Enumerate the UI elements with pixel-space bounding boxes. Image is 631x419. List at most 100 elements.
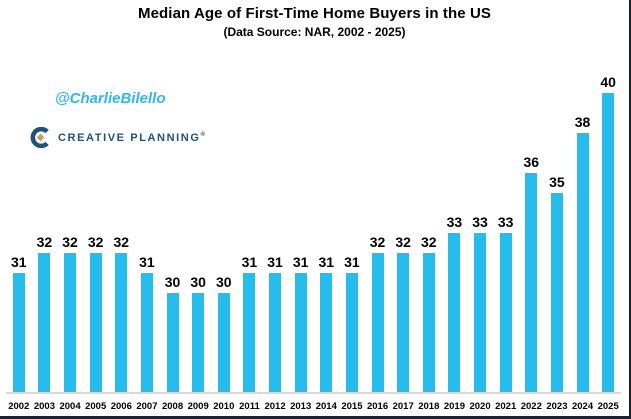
registered-trademark-symbol: ® xyxy=(200,131,207,138)
bar-value-label: 35 xyxy=(549,174,565,190)
bar-column: 31 xyxy=(288,255,314,393)
bar-column: 32 xyxy=(365,235,391,393)
bar-column: 31 xyxy=(6,255,32,393)
bar-columns: 31 32 32 32 32 31 30 30 30 31 31 31 31 31 32 32 32 33 33 33… xyxy=(6,50,621,393)
chart-title: Median Age of First-Time Home Buyers in … xyxy=(138,5,491,22)
bar-value-label: 33 xyxy=(497,214,514,230)
x-tick-label: 2009 xyxy=(187,400,209,412)
bar xyxy=(243,273,256,393)
bar-value-label: 30 xyxy=(216,274,232,290)
bar-column: 31 xyxy=(339,255,365,393)
bar xyxy=(192,293,205,393)
bar-value-label: 32 xyxy=(62,234,78,250)
bar xyxy=(602,93,615,393)
x-tick-label: 2020 xyxy=(469,400,491,412)
bar-value-label: 31 xyxy=(318,254,335,270)
bar-column: 32 xyxy=(109,235,135,393)
bar-column: 36 xyxy=(519,155,545,393)
brand-logo: CREATIVE PLANNING® xyxy=(30,127,207,148)
x-tick-label: 2022 xyxy=(520,400,542,412)
bar-column: 31 xyxy=(237,255,263,393)
x-tick-label: 2023 xyxy=(546,400,568,412)
bar xyxy=(474,233,487,393)
bar-value-label: 38 xyxy=(574,114,591,130)
bar xyxy=(166,293,179,393)
bar-column: 32 xyxy=(83,235,109,393)
x-tick-label: 2019 xyxy=(443,400,465,412)
bar xyxy=(345,273,358,393)
x-tick-label: 2004 xyxy=(59,400,81,412)
bar xyxy=(448,233,461,393)
bar-column: 33 xyxy=(493,215,519,393)
bar xyxy=(371,253,384,393)
brand-name: CREATIVE PLANNING® xyxy=(58,131,207,144)
bar-column: 30 xyxy=(185,275,211,393)
bar xyxy=(422,253,435,393)
bar-chart: 31 32 32 32 32 31 30 30 30 31 31 31 31 31 32 32 32 33 33 33… xyxy=(6,50,621,416)
bar xyxy=(115,253,128,393)
bar xyxy=(550,193,563,393)
bar xyxy=(294,273,307,393)
bar-column: 40 xyxy=(595,75,621,393)
watermark-handle: @CharlieBilello xyxy=(55,90,166,107)
x-tick-label: 2013 xyxy=(290,400,312,412)
bar xyxy=(38,253,51,393)
creative-planning-c-logo-icon xyxy=(30,127,51,148)
bar-value-label: 30 xyxy=(164,274,181,290)
bar xyxy=(576,133,589,393)
x-tick-label: 2021 xyxy=(495,400,517,412)
bar xyxy=(269,273,282,393)
bar-column: 38 xyxy=(570,115,596,393)
x-tick-label: 2010 xyxy=(213,400,235,412)
bar-column: 31 xyxy=(314,255,340,393)
bar-column: 32 xyxy=(32,235,58,393)
x-tick-label: 2015 xyxy=(341,400,363,412)
bar xyxy=(217,293,230,393)
bar-value-label: 31 xyxy=(267,254,283,270)
bar xyxy=(397,253,410,393)
x-tick-label: 2012 xyxy=(264,400,286,412)
bar-value-label: 32 xyxy=(369,234,386,250)
bar-column: 32 xyxy=(416,235,442,393)
x-tick-label: 2014 xyxy=(315,400,337,412)
x-tick-label: 2018 xyxy=(418,400,440,412)
bar-column: 32 xyxy=(390,235,416,393)
x-tick-label: 2016 xyxy=(366,400,389,412)
bar-column: 32 xyxy=(57,235,83,393)
x-tick-label: 2011 xyxy=(239,400,260,412)
bar-column: 30 xyxy=(160,275,186,393)
bar-column: 31 xyxy=(134,255,160,393)
bar-value-label: 33 xyxy=(446,214,463,230)
bar-value-label: 30 xyxy=(190,274,206,290)
bar xyxy=(89,253,102,393)
bar-value-label: 33 xyxy=(472,214,488,230)
bar-column: 33 xyxy=(467,215,493,393)
bar-value-label: 32 xyxy=(113,234,130,250)
chart-header: Median Age of First-Time Home Buyers in … xyxy=(0,0,629,39)
bar-value-label: 31 xyxy=(139,254,155,270)
bar-column: 33 xyxy=(442,215,468,393)
x-tick-label: 2008 xyxy=(161,400,184,412)
x-tick-label: 2025 xyxy=(597,400,619,412)
x-axis-line xyxy=(6,392,621,394)
bar xyxy=(12,273,25,393)
x-tick-label: 2002 xyxy=(8,400,30,412)
bar-value-label: 31 xyxy=(292,254,309,270)
bar xyxy=(320,273,333,393)
bar-column: 30 xyxy=(211,275,237,393)
x-tick-label: 2003 xyxy=(33,400,55,412)
bar-value-label: 32 xyxy=(87,234,104,250)
bar-column: 35 xyxy=(544,175,570,393)
bar-value-label: 32 xyxy=(395,234,411,250)
x-tick-label: 2017 xyxy=(392,400,414,412)
x-axis-labels: 2002 2003 2004 2005 2006 2007 2008 2009 2010 2011… xyxy=(6,400,621,412)
bar-value-label: 40 xyxy=(600,74,616,90)
bar-column: 31 xyxy=(262,255,288,393)
bar-value-label: 36 xyxy=(523,154,540,170)
bar xyxy=(525,173,538,393)
bar-value-label: 32 xyxy=(421,234,437,250)
bar-value-label: 31 xyxy=(241,254,258,270)
bar-value-label: 31 xyxy=(344,254,360,270)
x-tick-label: 2005 xyxy=(85,400,107,412)
